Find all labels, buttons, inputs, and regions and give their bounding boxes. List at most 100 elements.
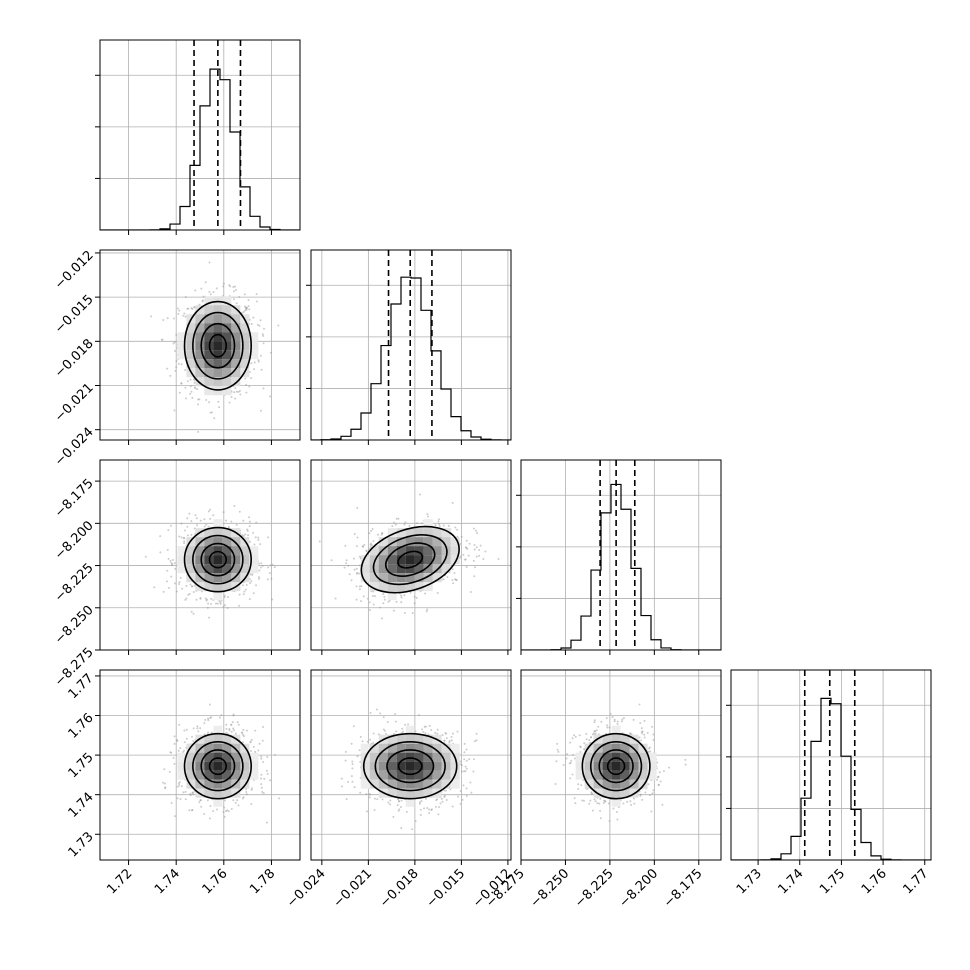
scatter-point [203,518,206,521]
density-cell [405,555,415,565]
scatter-point [166,548,169,551]
density-cell [195,341,205,351]
scatter-point [441,734,444,737]
x-tick-label: 1.72 [104,866,135,897]
histogram-bar [371,384,381,440]
scatter-point [358,564,361,567]
scatter-point [438,525,441,528]
scatter-point [248,370,251,373]
scatter-point [184,790,187,793]
scatter-point [259,409,262,412]
density-cell [213,377,223,387]
scatter-point [470,791,473,794]
scatter-point [395,600,398,603]
scatter-point [178,535,181,538]
density-cell [414,573,424,583]
scatter-point [474,566,477,569]
density-cell [204,386,214,396]
scatter-point [463,758,466,761]
scatter-point [426,807,429,810]
scatter-point [260,783,263,786]
scatter-point [191,735,194,738]
y-tick-label: −8.200 [52,518,97,563]
scatter-point [462,784,465,787]
scatter-point [193,306,196,309]
scatter-point [384,729,387,732]
scatter-point [242,728,245,731]
scatter-point [236,721,239,724]
scatter-point [465,759,468,762]
scatter-point [223,815,226,818]
scatter-point [456,528,459,531]
scatter-point [353,557,356,560]
scatter-point [426,515,429,518]
scatter-point [223,596,226,599]
scatter-point [358,572,361,575]
scatter-point [355,598,358,601]
density-group [340,708,478,831]
scatter-point [193,386,196,389]
scatter-point [386,721,389,724]
scatter-point [355,572,358,575]
density-cell [222,368,232,378]
scatter-point [368,532,371,535]
scatter-point [394,713,397,716]
density-cell [213,323,223,333]
histogram-bar [461,431,471,440]
density-cell [387,564,397,574]
scatter-point [232,713,235,716]
scatter-point [418,493,421,496]
density-cell [240,359,250,369]
panel-frame [310,249,512,441]
density-cell [450,537,460,547]
scatter-point [355,585,358,588]
density-cell [222,350,232,360]
scatter-point [225,723,228,726]
density-group [144,504,276,619]
density-cell [213,314,223,324]
scatter-point [347,564,350,567]
scatter-point [208,261,211,264]
scatter-point [251,787,254,790]
scatter-point [440,797,443,800]
scatter-point [235,289,238,292]
scatter-point [226,596,229,599]
density-cell [177,770,187,780]
scatter-point [425,610,428,613]
scatter-point [426,513,429,516]
density-cell [423,564,433,574]
scatter-point [403,594,406,597]
y-tick-label: 1.76 [66,711,97,742]
scatter-point [465,539,468,542]
scatter-point [209,293,212,296]
density-cell [195,377,205,387]
scatter-point [206,799,209,802]
scatter-point [257,749,260,752]
scatter-point [234,732,237,735]
density-cell [213,591,223,601]
scatter-point [166,367,169,370]
contour-line [192,534,244,585]
scatter-point [205,398,208,401]
histogram-bar [411,278,421,440]
scatter-point [236,799,239,802]
density-cell [213,555,223,565]
scatter-point [381,798,384,801]
density-cell [213,797,223,807]
scatter-point [228,728,231,731]
density-cell [387,573,397,583]
scatter-point [257,360,260,363]
scatter-point [445,789,448,792]
scatter-point [225,810,228,813]
density-cell [213,350,223,360]
scatter-point [351,763,354,766]
scatter-point [382,602,385,605]
scatter-point [232,727,235,730]
scatter-point [180,382,183,385]
scatter-point [245,308,248,311]
density-cell [240,332,250,342]
scatter-point [197,430,200,433]
density-cell [387,591,397,601]
histogram-bar [351,429,361,440]
scatter-point [183,749,186,752]
